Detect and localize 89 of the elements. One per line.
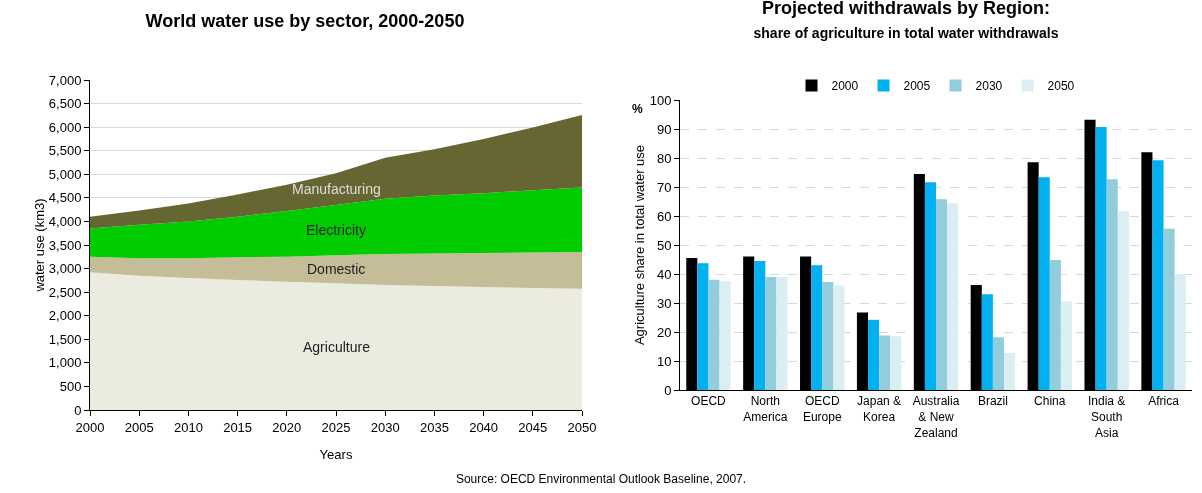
x-tick-label: Brazil [977,394,1008,409]
x-axis-title: Years [319,447,353,462]
x-tick-label: 2005 [124,419,154,435]
x-tick-label: 2050 [567,419,597,435]
x-tick-label: 2045 [518,419,548,435]
bar [708,279,720,390]
y-tick-label: 70 [656,179,672,195]
bar [981,294,993,390]
x-tick-label: OECD [691,394,727,409]
bar [822,282,834,390]
bar [765,276,777,390]
bar [947,203,959,390]
x-tick-label: Africa [1148,394,1180,409]
x-tick-label: 2015 [223,419,253,435]
bar [833,285,845,390]
y-tick-label: 10 [656,353,672,369]
y-tick-label: 6,000 [48,119,82,135]
y-tick-label: 2,000 [48,308,82,324]
y-tick-label: 60 [656,208,672,224]
x-tick-label: North America [743,394,788,424]
x-tick-label: India & South Asia [1087,394,1126,440]
y-tick-label: 500 [59,378,82,394]
bar [1174,274,1186,390]
bar [924,182,936,390]
y-tick-label: 6,500 [48,96,82,112]
series-label: Agriculture [303,339,371,355]
y-tick-label: 4,500 [48,190,82,206]
y-tick-label: 1,000 [48,355,82,371]
y-tick-label: 0 [74,402,82,418]
bar [754,260,766,390]
bar [879,335,891,390]
y-tick-label: 2,500 [48,284,82,300]
y-tick-label: 90 [656,121,672,137]
y-tick-label: 4,000 [48,213,82,229]
series-label: Electricity [306,222,366,238]
bar [1049,260,1061,390]
y-tick-label: 80 [656,150,672,166]
x-tick-label: 2030 [370,419,400,435]
series-label: Manufacturing [292,181,381,197]
x-tick-label: OECD Europe [802,394,842,424]
bar [1117,211,1129,390]
bar [1106,179,1118,390]
x-tick-label: 2040 [469,419,499,435]
y-tick-label: 3,500 [48,237,82,253]
y-axis-title: water use (km3) [31,198,47,293]
x-tick-label: Australia & New Zealand [912,394,960,440]
bar [719,281,731,390]
bar [1060,301,1072,390]
x-tick-label: China [1034,394,1066,409]
bar [992,337,1004,390]
bar [1038,177,1050,390]
y-tick-label: 5,000 [48,166,82,182]
y-tick-label: 1,500 [48,331,82,347]
bar [890,336,902,390]
chart-title: World water use by sector, 2000-2050 [145,10,465,31]
series-label: Domestic [307,261,366,277]
legend-label: 2000 [831,79,859,94]
y-tick-label: 30 [656,295,672,311]
x-tick-label: 2035 [419,419,449,435]
x-tick-label: 2010 [173,419,203,435]
y-tick-label: 20 [656,324,672,340]
source-note: Source: OECD Environmental Outlook Baseline, 2007. [454,472,748,486]
legend-label: 2005 [903,79,931,94]
bar [1095,126,1107,390]
y-tick-label: 100 [649,92,672,108]
y-tick-label: 3,000 [48,261,82,277]
y-axis-title: Agriculture share in total water use [632,144,647,346]
bar [1163,228,1175,390]
x-tick-label: Japan & Korea [857,394,902,424]
bar [1152,160,1164,390]
x-tick-label: 2020 [272,419,302,435]
chart-title: Projected withdrawals by Region: [761,0,1051,19]
y-tick-label: 50 [656,237,672,253]
legend-label: 2030 [975,79,1003,94]
y-tick-label: 7,000 [48,72,82,88]
chart-subtitle: share of agriculture in total water withdrawals [753,24,1059,41]
y-tick-label: 40 [656,266,672,282]
bar [697,263,709,390]
text: % [632,102,643,116]
bar [936,199,948,390]
x-tick-label: 2025 [321,419,351,435]
bar [1003,352,1016,390]
y-tick-label: 5,500 [48,143,82,159]
legend-label: 2050 [1047,79,1075,94]
bar [811,265,823,390]
x-tick-label: 2000 [75,419,105,435]
bar [868,319,880,390]
y-tick-label: 0 [664,382,672,398]
bar [776,276,788,390]
